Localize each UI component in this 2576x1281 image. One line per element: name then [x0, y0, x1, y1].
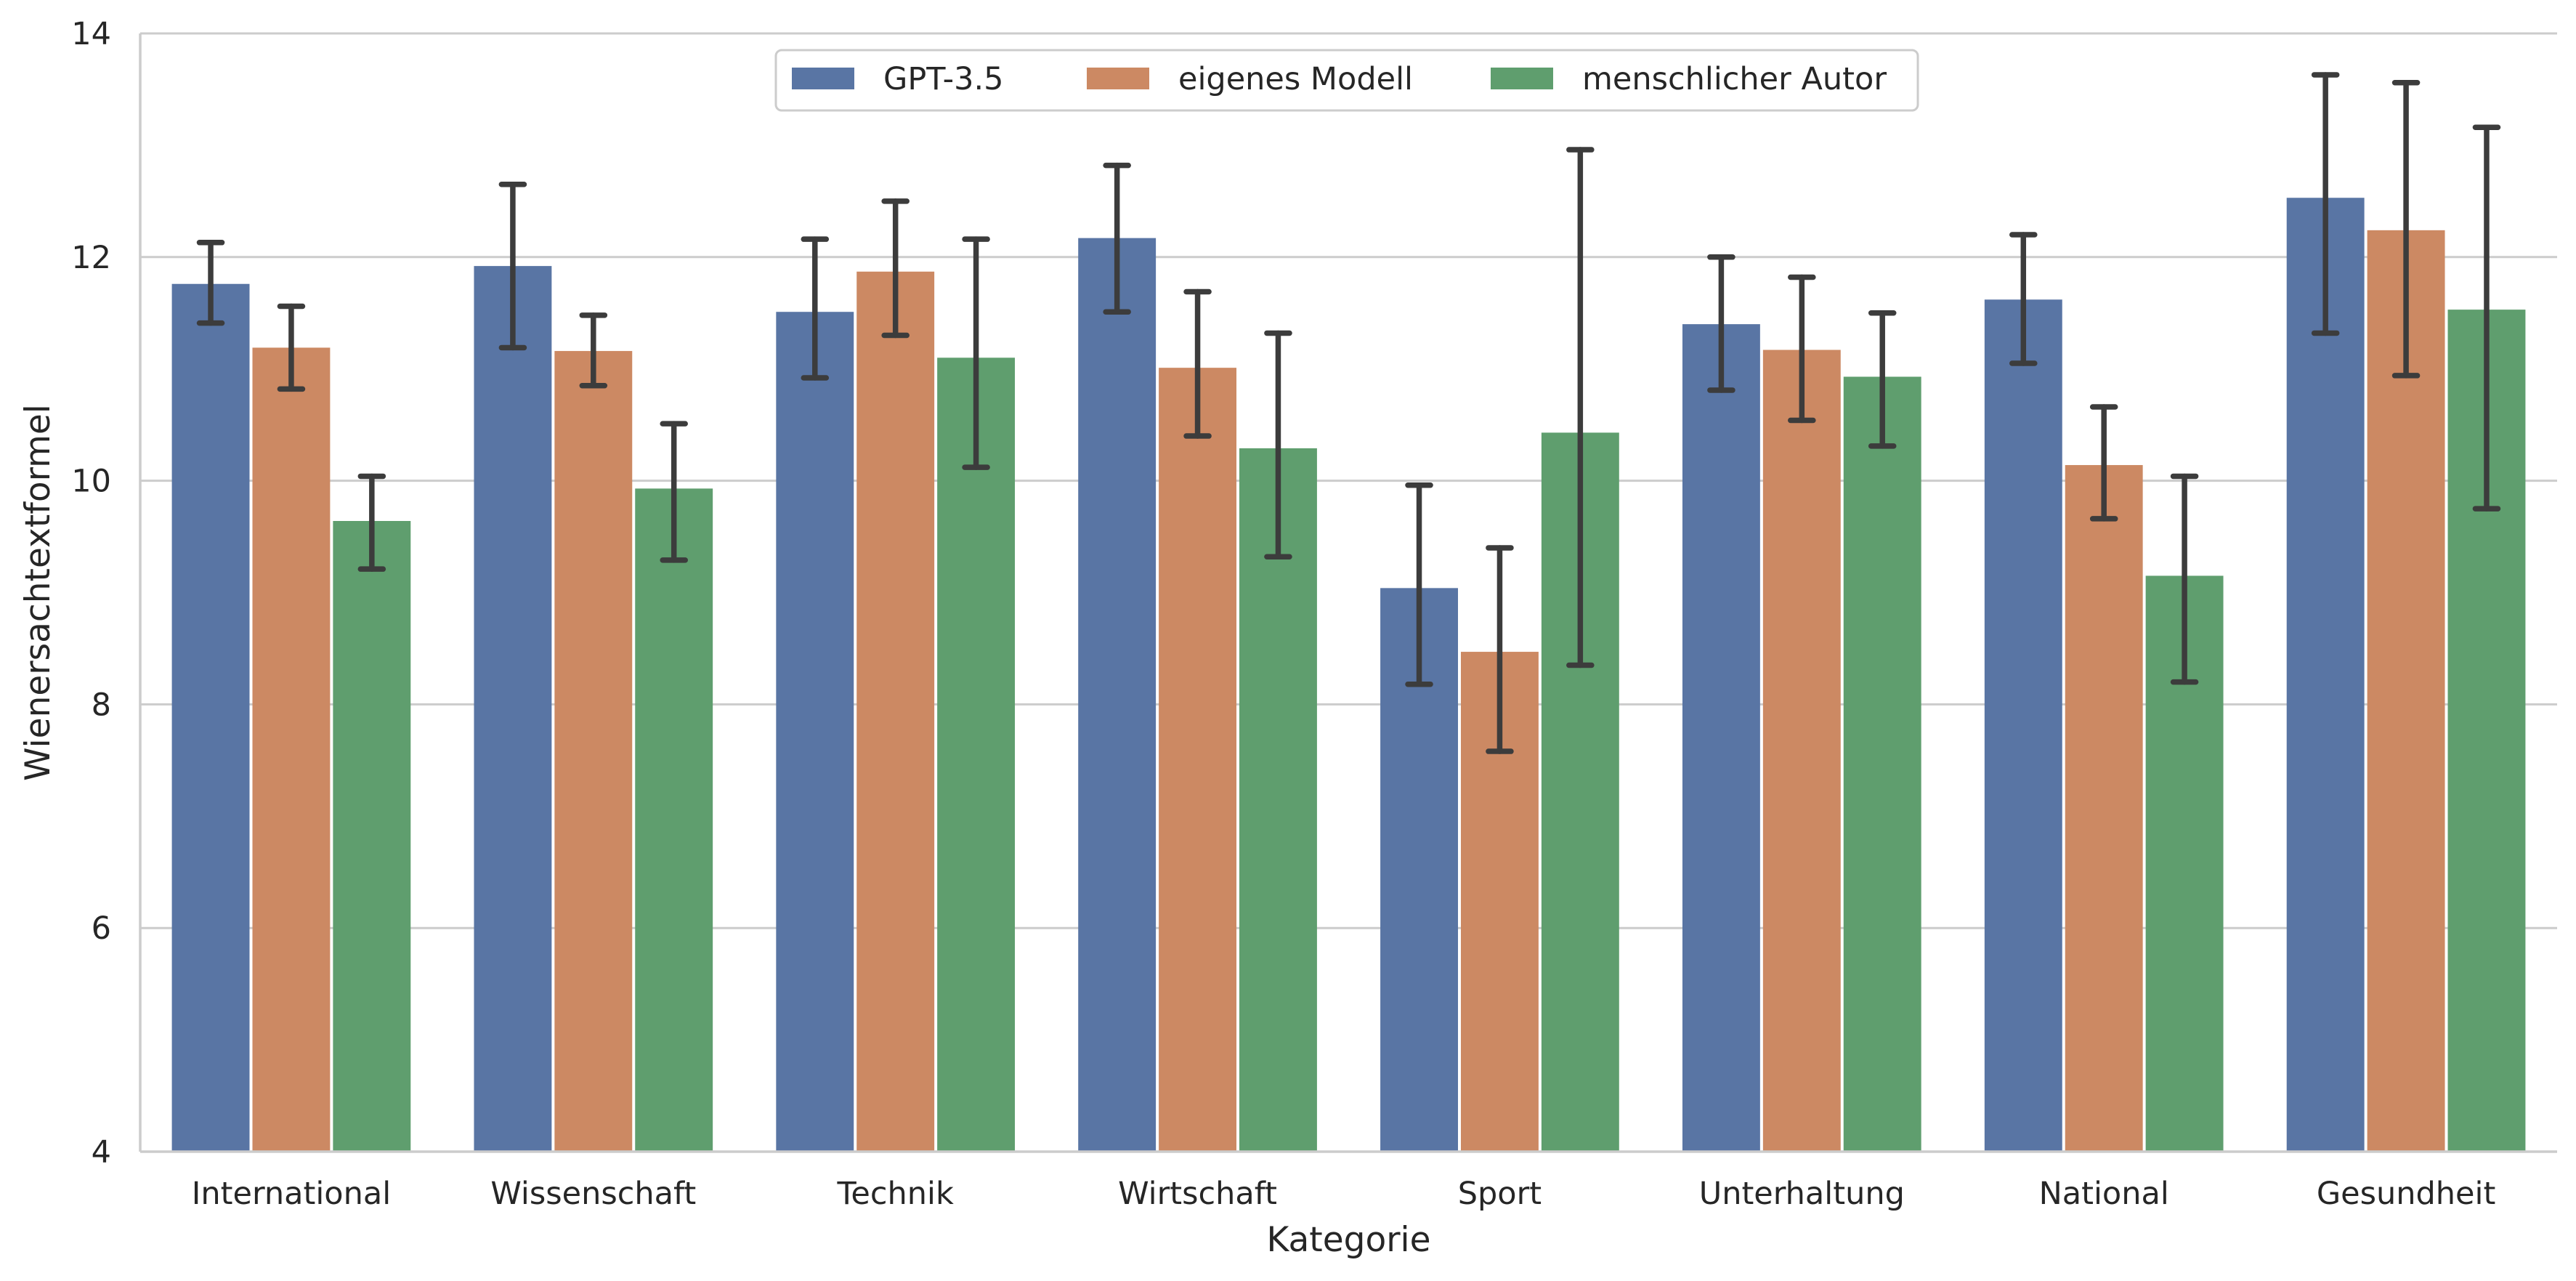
bar [1159, 368, 1237, 1152]
bar [252, 347, 331, 1152]
legend-swatch [1087, 68, 1149, 89]
legend-box [774, 49, 1919, 112]
bars [171, 198, 2526, 1152]
x-tick-label: Wirtschaft [1118, 1176, 1277, 1212]
y-tick-labels: 4 6 8 10 12 14 [71, 16, 111, 1171]
bar [2367, 230, 2445, 1152]
legend-label: menschlicher Autor [1582, 61, 1887, 97]
x-tick-label: Sport [1458, 1176, 1542, 1212]
y-tick-label: 6 [92, 910, 111, 947]
error-bars [196, 72, 2501, 754]
y-tick-label: 8 [92, 687, 111, 723]
bar [1843, 376, 1921, 1152]
bar [2065, 465, 2143, 1152]
bar [1239, 448, 1317, 1152]
bar [171, 283, 250, 1152]
legend-label: eigenes Modell [1178, 61, 1413, 97]
x-tick-label: Unterhaltung [1699, 1176, 1905, 1212]
bar [333, 521, 411, 1152]
x-tick-labels: International Wissenschaft Technik Wirtscha… [192, 1176, 2496, 1212]
x-tick-label: National [2039, 1176, 2169, 1212]
x-tick-label: Wissenschaft [490, 1176, 696, 1212]
x-axis-label: Kategorie [1266, 1220, 1430, 1260]
bar [1078, 238, 1157, 1152]
legend-swatch [792, 68, 854, 89]
axes [139, 33, 2557, 1153]
y-tick-label: 4 [92, 1134, 111, 1171]
bar [1682, 324, 1760, 1152]
bar [776, 312, 854, 1152]
legend-label: GPT-3.5 [883, 61, 1003, 97]
x-tick-label: Technik [836, 1176, 954, 1212]
bar [635, 488, 713, 1152]
bar [856, 271, 935, 1152]
bar [554, 351, 633, 1152]
bar [474, 266, 552, 1152]
bar [1762, 349, 1841, 1152]
y-tick-label: 10 [71, 464, 111, 500]
bar [937, 357, 1016, 1152]
y-tick-label: 12 [71, 240, 111, 276]
bar [2286, 198, 2365, 1152]
legend: GPT-3.5 eigenes Modell menschlicher Autor [774, 49, 1919, 112]
y-tick-label: 14 [71, 16, 111, 52]
x-tick-label: International [192, 1176, 391, 1212]
y-axis-label: Wienersachtextformel [18, 404, 58, 781]
bar [1984, 299, 2062, 1152]
x-tick-label: Gesundheit [2317, 1176, 2496, 1212]
legend-swatch [1491, 68, 1553, 89]
